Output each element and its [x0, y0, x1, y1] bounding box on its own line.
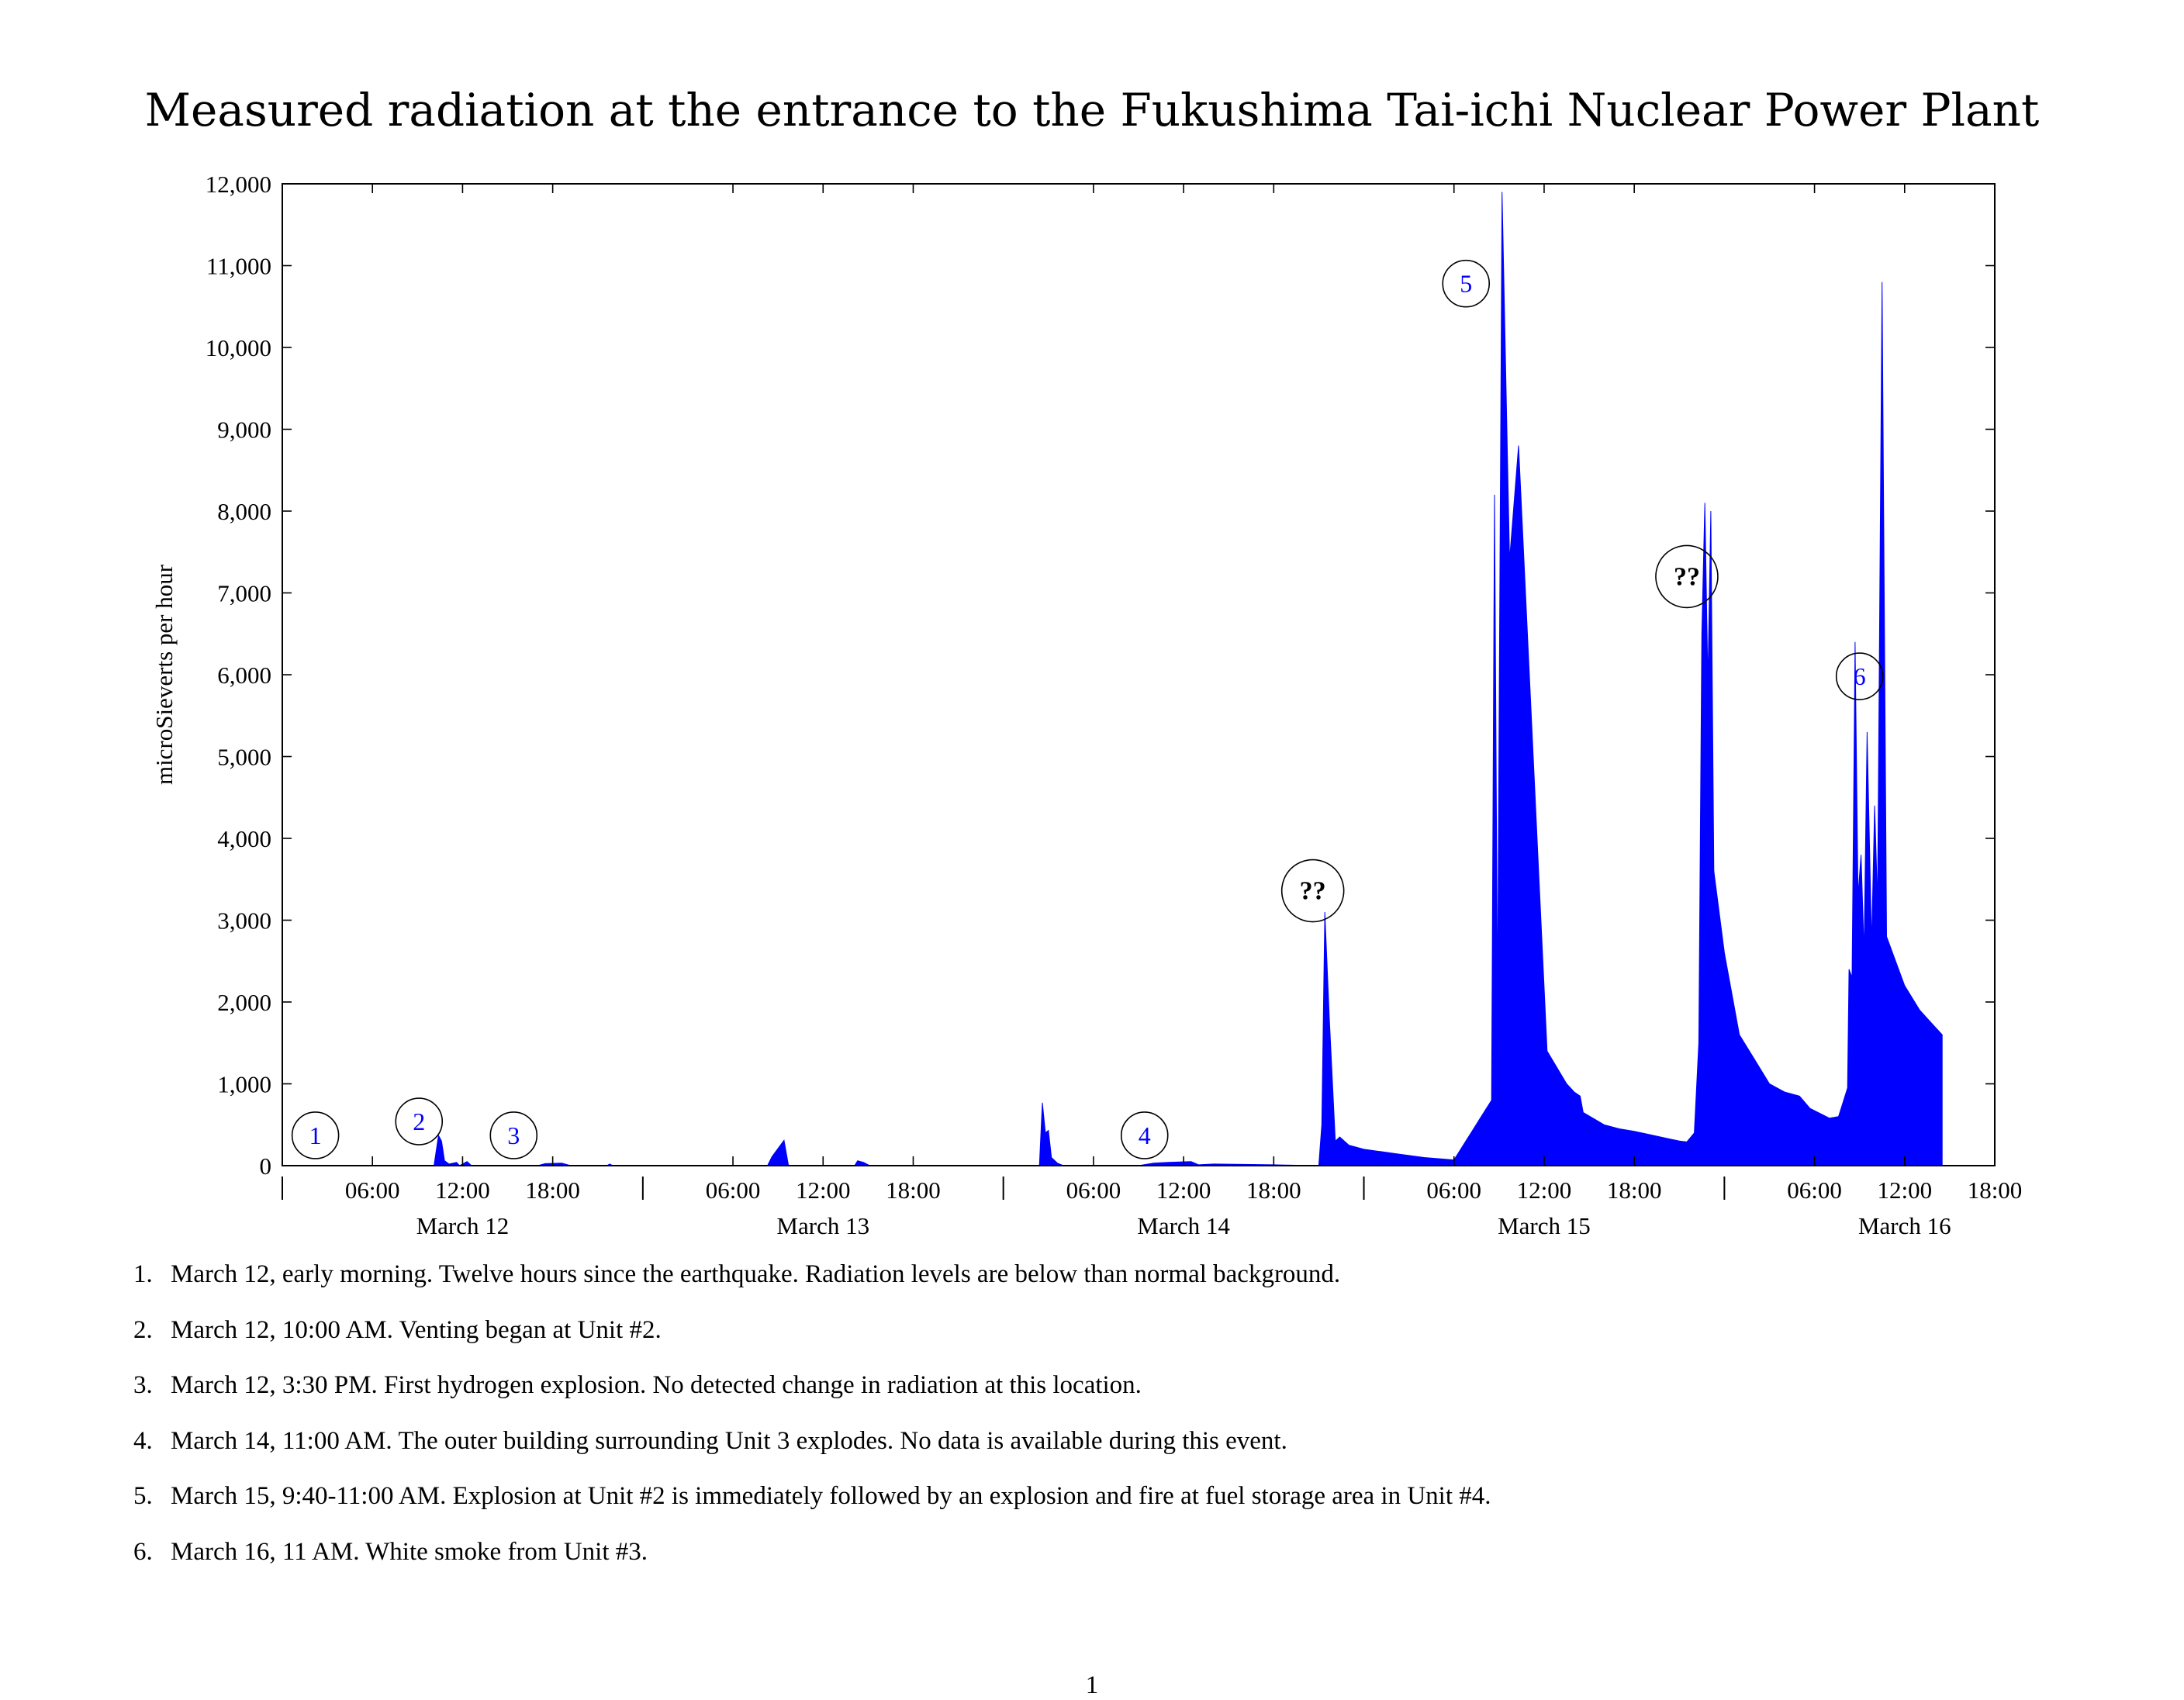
- note-number: 2.: [133, 1315, 153, 1344]
- y-tick-label: 7,000: [217, 580, 271, 607]
- y-tick-label: 9,000: [217, 416, 271, 444]
- y-tick-label: 3,000: [217, 907, 271, 935]
- day-label: March 14: [1137, 1212, 1230, 1239]
- y-tick-label: 0: [260, 1152, 272, 1180]
- page-number: 1: [1085, 1671, 1099, 1699]
- annotation-circle: [1655, 544, 1719, 609]
- x-tick-label: 06:00: [345, 1177, 400, 1204]
- x-tick-label: 12:00: [1156, 1177, 1211, 1204]
- x-tick-label: 06:00: [1066, 1177, 1121, 1204]
- annotation-label: 1: [309, 1121, 322, 1149]
- annotation-label: 4: [1139, 1121, 1151, 1149]
- note-number: 6.: [133, 1537, 153, 1566]
- y-tick-label: 4,000: [217, 825, 271, 852]
- annotation-circle: [489, 1111, 538, 1159]
- note-item: 2. March 12, 10:00 AM. Venting began at U…: [133, 1312, 1491, 1368]
- x-tick-label: 12:00: [435, 1177, 490, 1204]
- note-text: March 15, 9:40-11:00 AM. Explosion at Un…: [171, 1482, 1491, 1510]
- radiation-chart: 0 1,000 2,000 3,000 4,000 5,000 6,000 7,000 8,00…: [150, 171, 2023, 1239]
- annotation-circle: [1120, 1111, 1169, 1159]
- x-tick-label: 12:00: [1877, 1177, 1932, 1204]
- x-tick-label: 06:00: [1426, 1177, 1481, 1204]
- note-text: March 14, 11:00 AM. The outer building s…: [171, 1426, 1287, 1455]
- note-number: 5.: [133, 1482, 153, 1510]
- x-tick-label: 18:00: [1246, 1177, 1301, 1204]
- x-tick-label: 12:00: [796, 1177, 851, 1204]
- y-tick-label: 12,000: [206, 171, 271, 198]
- y-tick-label: 5,000: [217, 744, 271, 771]
- y-tick-label: 11,000: [206, 253, 271, 280]
- annotation-label: 5: [1460, 270, 1472, 298]
- note-number: 4.: [133, 1426, 153, 1455]
- note-item: 3. March 12, 3:30 PM. First hydrogen expl…: [133, 1367, 1491, 1423]
- y-tick-label: 8,000: [217, 498, 271, 525]
- chart-title: Measured radiation at the entrance to th…: [144, 84, 2040, 136]
- y-tick-label: 10,000: [206, 334, 271, 361]
- annotation-label: 2: [413, 1107, 425, 1135]
- x-tick-label: 18:00: [886, 1177, 941, 1204]
- annotation-circle: [291, 1111, 340, 1159]
- note-item: 4. March 14, 11:00 AM. The outer building…: [133, 1423, 1491, 1479]
- annotation-notes: 1. March 12, early morning. Twelve hours …: [133, 1256, 1491, 1589]
- annotation-circle: [1835, 652, 1884, 700]
- annotation-circle: [395, 1097, 444, 1145]
- y-tick-label: 6,000: [217, 662, 271, 689]
- note-text: March 16, 11 AM. White smoke from Unit #…: [171, 1537, 648, 1566]
- y-tick-label: 2,000: [217, 989, 271, 1016]
- x-tick-label: 18:00: [525, 1177, 580, 1204]
- note-item: 6. March 16, 11 AM. White smoke from Unit…: [133, 1534, 1491, 1590]
- note-number: 3.: [133, 1371, 153, 1399]
- day-label: March 12: [416, 1212, 510, 1239]
- note-text: March 12, early morning. Twelve hours si…: [171, 1260, 1341, 1288]
- note-item: 1. March 12, early morning. Twelve hours …: [133, 1256, 1491, 1312]
- annotation-label: ??: [1300, 877, 1326, 906]
- day-label: March 13: [776, 1212, 869, 1239]
- note-text: March 12, 3:30 PM. First hydrogen explos…: [171, 1371, 1142, 1399]
- x-tick-label: 06:00: [706, 1177, 761, 1204]
- annotation-label: 3: [507, 1121, 520, 1149]
- note-text: March 12, 10:00 AM. Venting began at Uni…: [171, 1315, 662, 1344]
- day-label: March 15: [1498, 1212, 1591, 1239]
- x-tick-label: 18:00: [1968, 1177, 2023, 1204]
- annotation-label: ??: [1674, 562, 1700, 591]
- y-tick-label: 1,000: [217, 1071, 271, 1098]
- x-tick-label: 06:00: [1787, 1177, 1842, 1204]
- day-label: March 16: [1858, 1212, 1951, 1239]
- series-area-0: [282, 192, 1943, 1166]
- annotation-label: 6: [1854, 662, 1866, 690]
- annotation-circle: [1280, 859, 1345, 923]
- x-tick-label: 18:00: [1607, 1177, 1662, 1204]
- x-tick-label: 12:00: [1517, 1177, 1572, 1204]
- note-item: 5. March 15, 9:40-11:00 AM. Explosion at …: [133, 1478, 1491, 1534]
- plot-frame: [282, 183, 1996, 1166]
- annotation-circle: [1442, 259, 1491, 308]
- y-axis-label: microSieverts per hour: [150, 564, 178, 785]
- note-number: 1.: [133, 1260, 153, 1288]
